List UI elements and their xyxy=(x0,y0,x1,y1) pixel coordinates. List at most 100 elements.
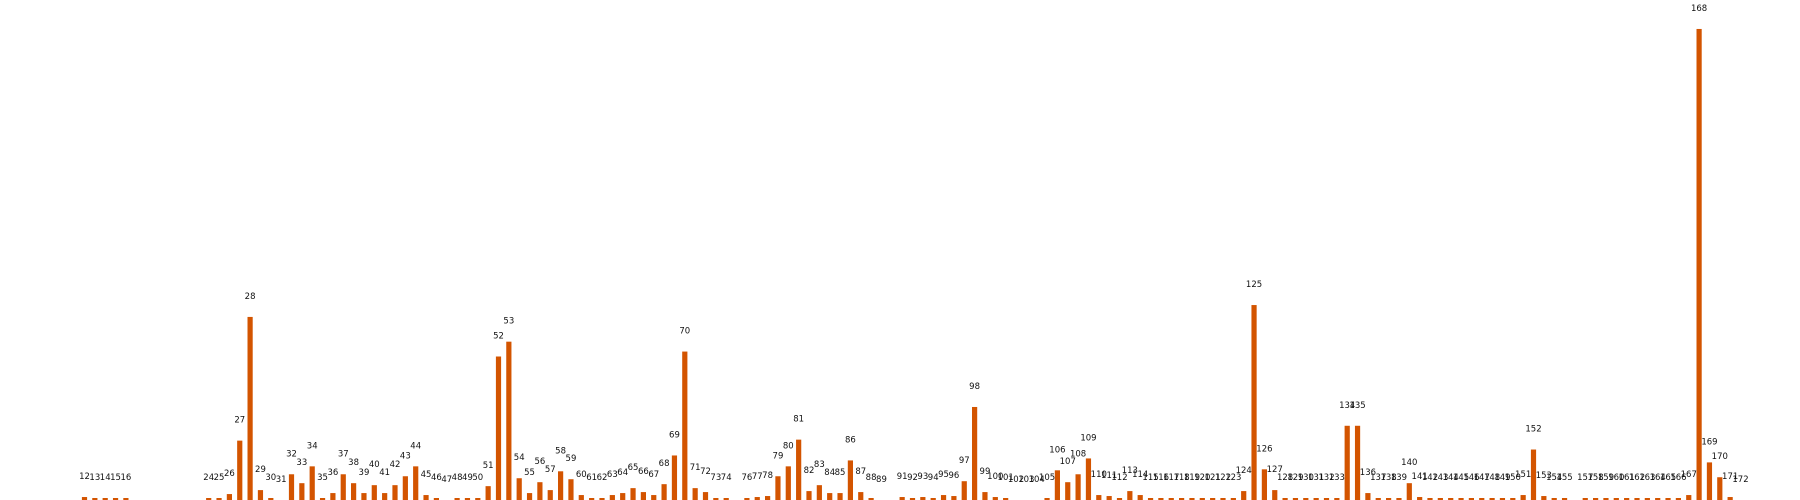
data-label-162: 162 xyxy=(1629,473,1645,483)
data-label-167: 167 xyxy=(1681,470,1697,480)
bar-110 xyxy=(1096,495,1102,500)
bar-93 xyxy=(920,497,926,500)
bar-64 xyxy=(620,493,626,500)
data-label-89: 89 xyxy=(876,475,887,485)
bar-62 xyxy=(599,498,605,500)
bar-143 xyxy=(1437,498,1443,500)
data-label-130: 130 xyxy=(1298,473,1314,483)
data-label-166: 166 xyxy=(1670,473,1686,483)
bar-131 xyxy=(1313,498,1319,500)
data-label-15: 15 xyxy=(110,473,121,483)
data-label-32: 32 xyxy=(286,449,297,459)
bar-74 xyxy=(723,498,729,500)
data-label-42: 42 xyxy=(390,460,401,470)
bar-13 xyxy=(92,498,98,500)
data-label-133: 133 xyxy=(1329,473,1345,483)
bar-164 xyxy=(1655,498,1661,500)
data-label-135: 135 xyxy=(1349,401,1365,411)
bar-87 xyxy=(858,492,864,500)
data-label-123: 123 xyxy=(1225,473,1241,483)
data-label-124: 124 xyxy=(1236,466,1252,476)
bar-160 xyxy=(1613,498,1619,500)
data-label-104: 104 xyxy=(1029,475,1045,485)
bar-98 xyxy=(972,406,978,500)
data-label-62: 62 xyxy=(597,473,608,483)
bar-76 xyxy=(744,498,750,500)
data-label-106: 106 xyxy=(1049,445,1065,455)
data-label-51: 51 xyxy=(483,461,494,471)
data-label-67: 67 xyxy=(648,470,659,480)
bar-147 xyxy=(1479,498,1485,500)
bar-108 xyxy=(1075,474,1081,500)
data-label-69: 69 xyxy=(669,430,680,440)
data-label-169: 169 xyxy=(1701,437,1717,447)
data-label-24: 24 xyxy=(203,473,214,483)
data-label-37: 37 xyxy=(338,449,349,459)
data-label-88: 88 xyxy=(866,473,877,483)
bar-115 xyxy=(1147,498,1154,500)
bar-91 xyxy=(899,497,905,500)
data-label-125: 125 xyxy=(1246,280,1262,290)
bar-154 xyxy=(1551,498,1557,500)
data-label-101: 101 xyxy=(998,473,1014,483)
bar-148 xyxy=(1489,498,1495,500)
data-label-46: 46 xyxy=(431,473,442,483)
data-label-122: 122 xyxy=(1215,473,1231,483)
bar-120 xyxy=(1199,498,1205,500)
data-label-114: 114 xyxy=(1132,470,1148,480)
bar-35 xyxy=(319,498,326,500)
data-label-33: 33 xyxy=(296,458,307,468)
bar-69 xyxy=(671,455,678,500)
bar-149 xyxy=(1499,498,1506,500)
bar-128 xyxy=(1282,498,1288,500)
bar-92 xyxy=(909,498,916,500)
data-label-73: 73 xyxy=(710,473,721,483)
data-label-52: 52 xyxy=(493,332,504,342)
bar-146 xyxy=(1468,498,1474,500)
bar-166 xyxy=(1675,498,1681,500)
bar-82 xyxy=(806,491,812,500)
bar-100 xyxy=(992,497,998,500)
bar-86 xyxy=(847,460,853,500)
bar-51 xyxy=(485,486,491,500)
bar-24 xyxy=(206,498,212,500)
bar-155 xyxy=(1561,498,1568,500)
bar-137 xyxy=(1375,498,1381,500)
data-label-115: 115 xyxy=(1142,473,1158,483)
data-label-168: 168 xyxy=(1691,4,1707,14)
data-label-14: 14 xyxy=(100,473,111,483)
bar-163 xyxy=(1644,498,1650,500)
data-label-116: 116 xyxy=(1153,473,1169,483)
bar-73 xyxy=(713,498,719,500)
bar-151 xyxy=(1520,495,1526,500)
bar-88 xyxy=(868,498,874,500)
bar-117 xyxy=(1168,498,1174,500)
data-label-81: 81 xyxy=(793,415,804,425)
data-label-136: 136 xyxy=(1360,468,1376,478)
bar-80 xyxy=(785,466,791,500)
bar-37 xyxy=(340,474,346,500)
data-label-131: 131 xyxy=(1308,473,1324,483)
data-label-127: 127 xyxy=(1267,465,1283,475)
bar-71 xyxy=(692,488,698,500)
data-label-121: 121 xyxy=(1205,473,1221,483)
bar-97 xyxy=(961,481,967,500)
bar-158 xyxy=(1593,498,1599,500)
data-label-137: 137 xyxy=(1370,473,1386,483)
bar-109 xyxy=(1085,458,1092,500)
data-label-25: 25 xyxy=(214,473,225,483)
data-label-163: 163 xyxy=(1639,473,1655,483)
bar-52 xyxy=(495,356,502,500)
data-label-145: 145 xyxy=(1453,473,1469,483)
data-label-50: 50 xyxy=(472,473,483,483)
data-label-83: 83 xyxy=(814,460,825,470)
bar-39 xyxy=(361,493,367,500)
data-label-98: 98 xyxy=(969,382,980,392)
bar-67 xyxy=(651,495,657,500)
bar-50 xyxy=(475,498,481,500)
data-label-30: 30 xyxy=(265,473,276,483)
data-label-65: 65 xyxy=(628,463,639,473)
data-label-13: 13 xyxy=(89,473,100,483)
